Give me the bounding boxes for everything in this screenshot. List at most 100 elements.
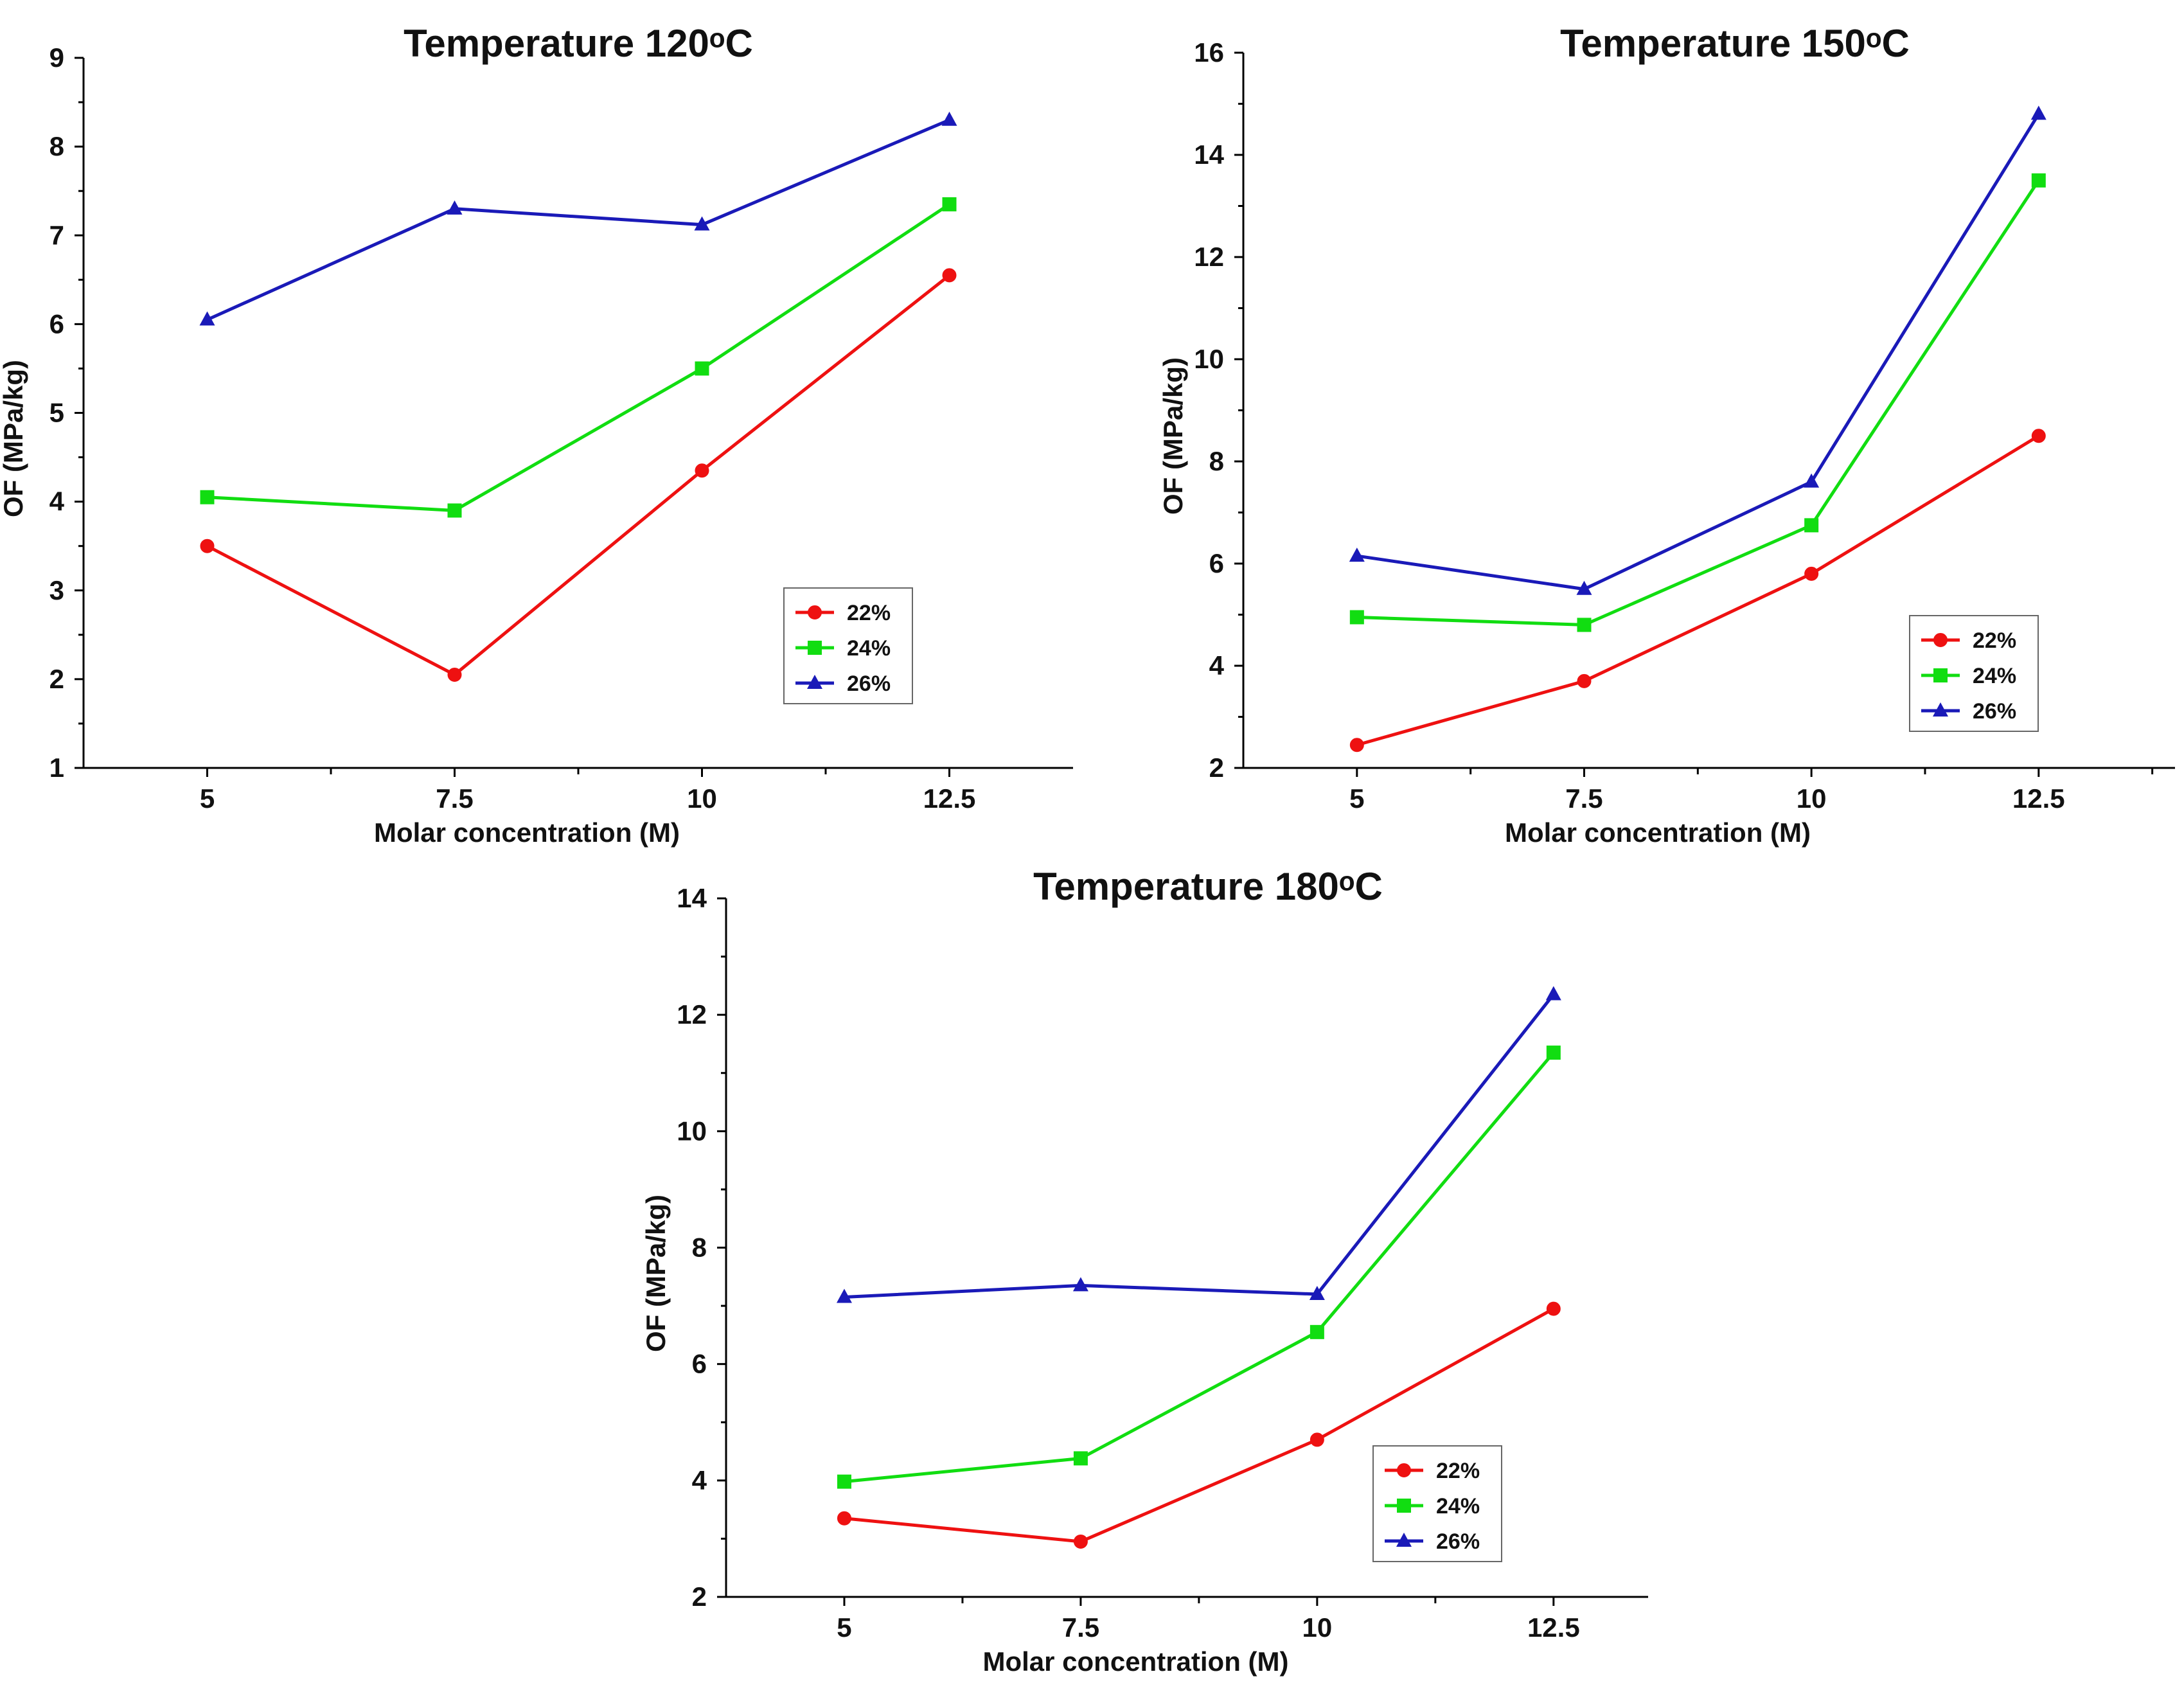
- data-point: [1349, 548, 1365, 562]
- data-point: [1804, 566, 1819, 581]
- y-tick-label: 6: [1209, 548, 1224, 578]
- series-line: [844, 993, 1555, 1299]
- series-line: [844, 1307, 1555, 1544]
- y-tick-label: 8: [1209, 446, 1224, 476]
- data-point: [2031, 173, 2046, 188]
- data-point: [447, 200, 463, 215]
- data-point: [1073, 1534, 1088, 1549]
- y-tick-label: 8: [49, 131, 64, 161]
- series-line: [1356, 179, 2040, 627]
- y-tick-label: 9: [49, 42, 64, 73]
- data-point: [1310, 1324, 1324, 1339]
- data-point: [1576, 580, 1592, 595]
- chart-temperature-150: Temperature 150ᵒC 2 4 6 8 10 12 14 16 5 7.5 10 12.5 M…: [1158, 22, 2175, 848]
- x-tick-label: 12.5: [923, 783, 976, 814]
- legend-marker: [1933, 668, 1948, 682]
- chart-temperature-180: Temperature 180ᵒC 2 4 6 8 10 12 14 5 7.5 10 12.5 Mol…: [641, 865, 1648, 1677]
- x-tick-label: 10: [1302, 1612, 1333, 1643]
- legend-marker: [807, 675, 822, 689]
- x-tick-label: 5: [200, 783, 215, 814]
- y-tick-label: 8: [692, 1233, 707, 1263]
- data-point: [447, 503, 462, 518]
- data-point: [695, 361, 709, 376]
- legend-marker: [1397, 1499, 1411, 1513]
- y-tick-label: 2: [49, 664, 64, 694]
- data-point: [695, 463, 709, 478]
- data-point: [1072, 1277, 1088, 1292]
- x-tick-label: 7.5: [1062, 1612, 1099, 1643]
- y-axis-label: OF (MPa/kg): [1158, 357, 1188, 515]
- data-point: [200, 490, 215, 504]
- y-axis-label: OF (MPa/kg): [641, 1195, 671, 1352]
- legend-marker: [1933, 702, 1948, 717]
- y-tick-label: 4: [49, 486, 65, 517]
- chart-title: Temperature 150ᵒC: [1560, 22, 1910, 65]
- data-point: [1546, 1301, 1561, 1316]
- chart-title: Temperature 180ᵒC: [1033, 865, 1383, 908]
- data-point: [1546, 1046, 1561, 1060]
- x-tick-label: 5: [837, 1612, 851, 1643]
- y-tick-label: 4: [692, 1465, 707, 1495]
- y-tick-label: 14: [1194, 139, 1224, 170]
- data-point: [1349, 610, 1364, 625]
- data-point: [1577, 673, 1592, 688]
- y-tick-label: 12: [1194, 242, 1224, 272]
- y-tick-label: 1: [49, 752, 64, 783]
- chart-temperature-120: Temperature 120ᵒC 1 2 3 4 5 6 7 8 9 5 7.5 10 12.5 Mola…: [0, 22, 1073, 848]
- series-line: [207, 202, 950, 512]
- series-22pct: [1349, 429, 2046, 752]
- y-tick-label: 14: [677, 883, 707, 913]
- data-point: [1804, 473, 1820, 488]
- legend-label: 22%: [847, 601, 891, 625]
- legend-marker: [808, 641, 822, 655]
- series-line: [844, 1051, 1555, 1484]
- data-point: [1309, 1285, 1325, 1300]
- legend-label: 26%: [1973, 699, 2016, 724]
- legend-label: 22%: [1436, 1459, 1480, 1483]
- legend: 22% 24% 26%: [1909, 615, 2039, 732]
- data-point: [2031, 429, 2046, 443]
- y-axis-label: OF (MPa/kg): [0, 360, 28, 517]
- y-tick-label: 4: [1209, 650, 1225, 681]
- legend-marker: [1397, 1463, 1411, 1477]
- data-point: [2030, 105, 2046, 120]
- y-tick-label: 2: [692, 1581, 707, 1612]
- x-tick-label: 12.5: [2012, 783, 2065, 814]
- series-26pct: [199, 111, 957, 326]
- x-tick-label: 10: [1797, 783, 1827, 814]
- series-line: [1356, 113, 2040, 591]
- x-tick-label: 12.5: [1527, 1612, 1580, 1643]
- y-tick-label: 10: [677, 1116, 707, 1146]
- data-point: [1073, 1451, 1088, 1466]
- series-22pct: [837, 1301, 1561, 1549]
- legend-label: 22%: [1973, 628, 2016, 653]
- y-tick-label: 2: [1209, 752, 1224, 783]
- legend-label: 24%: [1973, 664, 2016, 688]
- x-tick-label: 7.5: [436, 783, 473, 814]
- series-24pct: [200, 197, 957, 518]
- data-point: [1545, 986, 1561, 1001]
- legend-label: 24%: [1436, 1494, 1480, 1518]
- data-point: [447, 667, 462, 682]
- data-point: [837, 1474, 851, 1489]
- legend: 22% 24% 26%: [783, 587, 913, 704]
- y-tick-label: 10: [1194, 344, 1224, 374]
- data-point: [941, 111, 957, 126]
- legend-label: 26%: [847, 672, 891, 696]
- y-tick-label: 12: [677, 999, 707, 1029]
- y-tick-label: 6: [49, 308, 64, 339]
- x-axis-label: Molar concentration (M): [374, 817, 680, 848]
- data-point: [837, 1511, 851, 1526]
- series-line: [206, 274, 951, 677]
- data-point: [200, 539, 215, 553]
- y-tick-label: 5: [49, 398, 64, 428]
- legend-marker: [808, 605, 822, 619]
- series-line: [206, 118, 950, 321]
- legend-label: 26%: [1436, 1529, 1480, 1554]
- x-axis-label: Molar concentration (M): [1505, 817, 1811, 848]
- data-point: [1310, 1432, 1324, 1447]
- data-point: [836, 1288, 852, 1303]
- x-tick-label: 5: [1349, 783, 1364, 814]
- data-point: [199, 311, 215, 326]
- x-tick-label: 10: [687, 783, 717, 814]
